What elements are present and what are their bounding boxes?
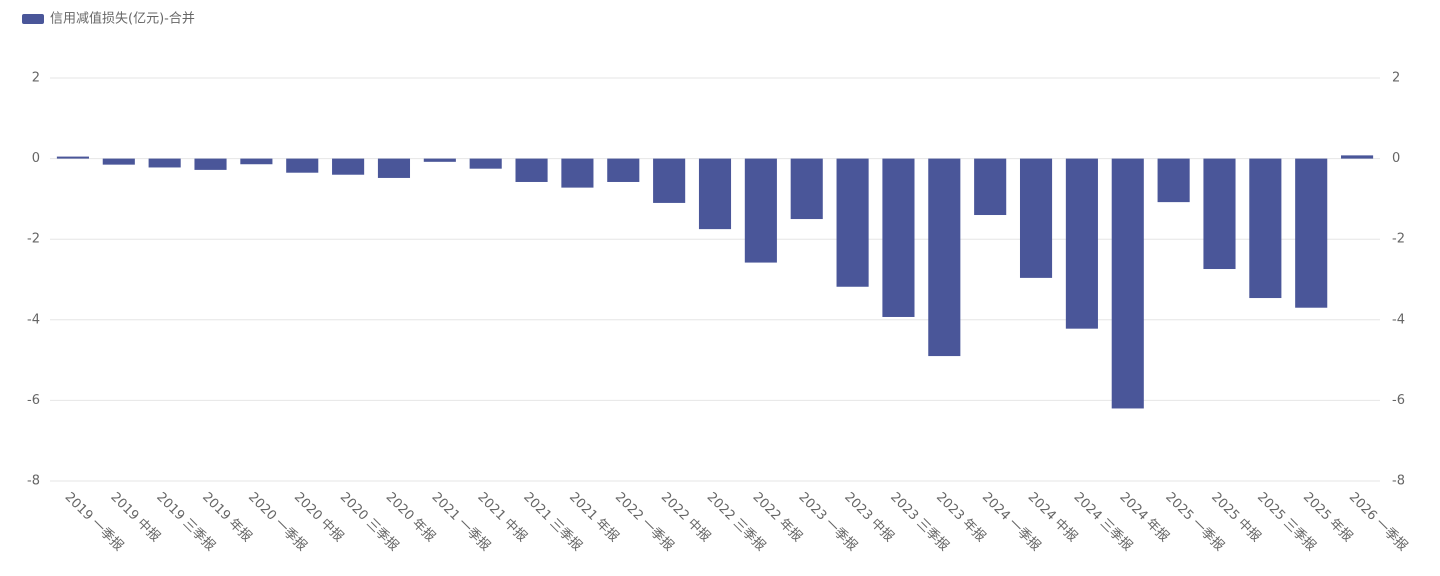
y-tick-label: 2 (32, 71, 40, 86)
bar (332, 158, 365, 175)
y2-tick-label: -2 (1392, 232, 1405, 247)
y-tick-label: -8 (27, 474, 40, 489)
bar (1065, 158, 1098, 329)
legend-swatch (22, 14, 44, 24)
bar (515, 158, 548, 182)
bar (194, 158, 227, 170)
bar (1157, 158, 1190, 203)
bar (423, 158, 456, 162)
bar (744, 158, 777, 263)
bar (698, 158, 732, 230)
y-tick-label: -2 (27, 232, 40, 247)
bar (240, 158, 273, 165)
bar (1341, 155, 1374, 159)
y2-tick-label: 0 (1392, 151, 1400, 166)
bar (286, 158, 319, 173)
x-tick-label: 2026 一季报 (1346, 490, 1411, 555)
bar (377, 158, 411, 178)
bar (1203, 158, 1236, 270)
bar (836, 158, 869, 287)
bar (1295, 158, 1328, 308)
bar (607, 158, 640, 182)
y-tick-label: 0 (32, 151, 40, 166)
bar (469, 158, 502, 169)
bar (1019, 158, 1053, 278)
y2-tick-label: -6 (1392, 393, 1405, 408)
y2-tick-label: -4 (1392, 312, 1405, 327)
bar (561, 158, 594, 188)
y2-tick-label: 2 (1392, 71, 1400, 86)
bar (653, 158, 686, 203)
legend-label: 信用减值损失(亿元)-合并 (50, 11, 195, 27)
bar (928, 158, 961, 357)
bar (882, 158, 915, 317)
bar (148, 158, 181, 168)
bar (1111, 158, 1144, 409)
bar (974, 158, 1007, 216)
bar (56, 156, 89, 159)
bar (102, 158, 135, 165)
y-tick-label: -4 (27, 312, 40, 327)
y2-tick-label: -8 (1392, 474, 1405, 489)
bar (790, 158, 823, 220)
bar (1249, 158, 1282, 299)
y-tick-label: -6 (27, 393, 40, 408)
